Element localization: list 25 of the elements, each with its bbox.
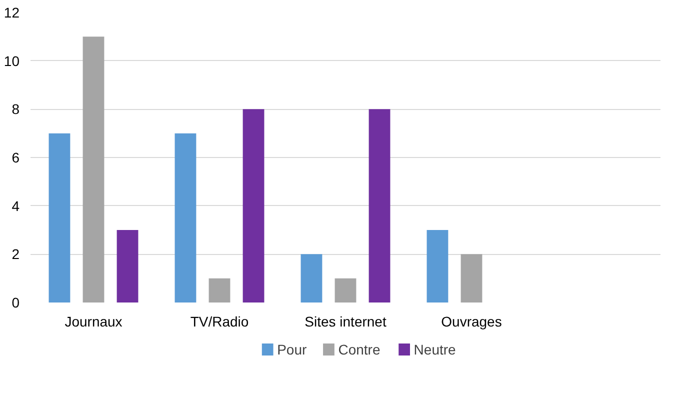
y-tick-label: 2 [12,246,20,262]
bar [460,254,482,302]
legend-label: Neutre [414,342,456,358]
y-tick-label: 6 [12,150,20,166]
y-tick-label: 10 [4,52,20,69]
x-tick-label: Ouvrages [441,314,502,330]
bar [116,230,138,302]
y-tick-label: 0 [12,294,20,310]
bar [174,133,196,302]
bar [426,230,448,302]
bar [48,133,70,302]
x-tick-label: Journaux [64,314,122,330]
bar [242,109,264,302]
x-tick-label: Sites internet [304,314,386,330]
legend-label: Contre [338,342,380,358]
y-tick-label: 4 [12,198,20,214]
bar [82,36,104,302]
y-tick-label: 12 [4,4,20,20]
y-tick-label: 8 [12,101,20,118]
bar [300,254,322,302]
bar [334,278,356,302]
bar [368,109,390,302]
x-tick-label: TV/Radio [190,314,249,330]
bar [208,278,230,302]
legend-label: Pour [277,342,307,358]
